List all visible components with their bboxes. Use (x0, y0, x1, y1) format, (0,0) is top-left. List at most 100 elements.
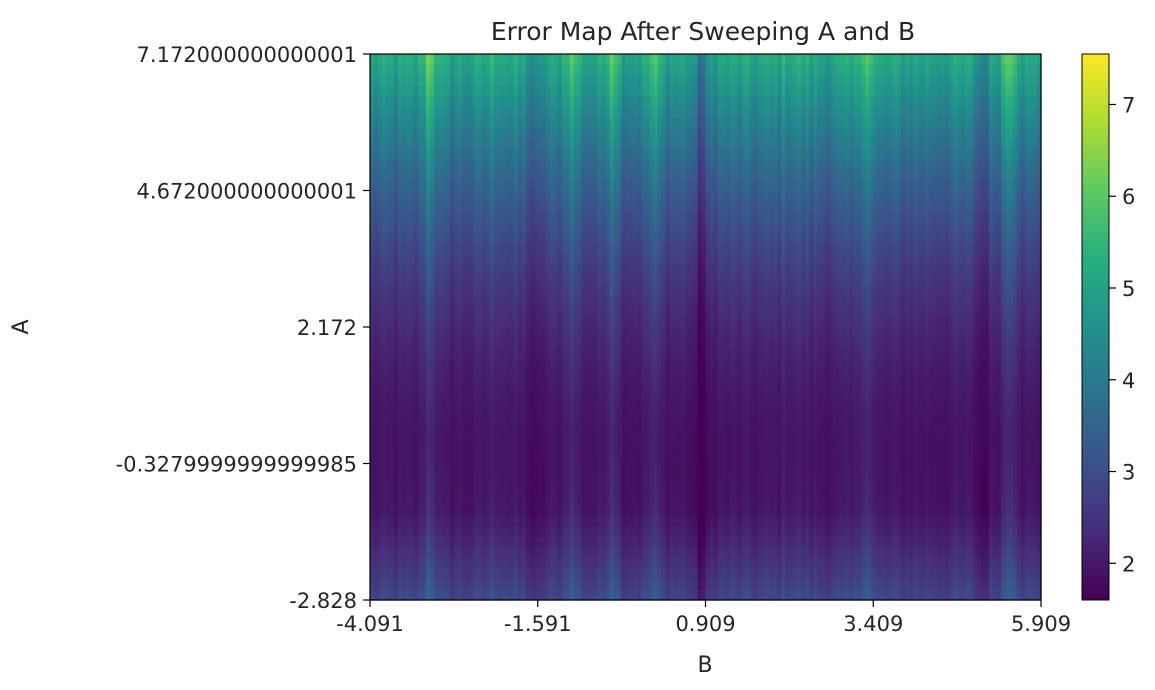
heatmap-cell (489, 117, 495, 129)
heatmap-cell (589, 274, 595, 286)
heatmap-cell (453, 285, 459, 297)
heatmap-cell (1013, 253, 1018, 265)
heatmap-cell (617, 148, 623, 160)
heatmap-cell (901, 117, 906, 129)
heatmap-cell (897, 211, 902, 223)
heatmap-cell (409, 148, 415, 160)
heatmap-cell (505, 327, 511, 339)
heatmap-cell (477, 180, 483, 192)
heatmap-cell (993, 180, 998, 192)
heatmap-cell (973, 54, 978, 66)
heatmap-cell (425, 211, 431, 223)
heatmap-cell (913, 169, 918, 181)
heatmap-cell (809, 264, 814, 276)
heatmap-cell (505, 243, 511, 255)
heatmap-cell (481, 264, 487, 276)
heatmap-cell (405, 54, 411, 66)
heatmap-cell (529, 169, 535, 181)
heatmap-cell (981, 337, 986, 349)
heatmap-cell (873, 274, 878, 286)
heatmap-cell (913, 222, 918, 234)
heatmap-cell (981, 211, 986, 223)
heatmap-cell (397, 211, 403, 223)
heatmap-cell (773, 64, 778, 76)
heatmap-cell (489, 358, 495, 370)
heatmap-cell (973, 169, 978, 181)
heatmap-cell (1017, 348, 1022, 360)
heatmap-cell (405, 274, 411, 286)
heatmap-cell (421, 306, 427, 318)
heatmap-cell (781, 180, 786, 192)
heatmap-cell (513, 306, 519, 318)
heatmap-cell (773, 201, 778, 213)
heatmap-cell (509, 295, 515, 307)
heatmap-cell (925, 264, 930, 276)
heatmap-cell (477, 327, 483, 339)
heatmap-cell (561, 75, 567, 87)
heatmap-cell (557, 54, 563, 66)
heatmap-cell (609, 232, 615, 244)
heatmap-cell (937, 85, 942, 97)
heatmap-cell (841, 285, 846, 297)
heatmap-cell (569, 274, 575, 286)
heatmap-cell (905, 148, 910, 160)
heatmap-cell (565, 222, 571, 234)
heatmap-cell (577, 190, 583, 202)
heatmap-cell (717, 117, 723, 129)
heatmap-cell (605, 64, 611, 76)
heatmap-cell (625, 117, 631, 129)
heatmap-cell (793, 180, 798, 192)
heatmap-cell (761, 232, 767, 244)
heatmap-cell (505, 211, 511, 223)
heatmap-cell (565, 285, 571, 297)
heatmap-cell (993, 117, 998, 129)
heatmap-cell (637, 274, 643, 286)
heatmap-cell (829, 169, 834, 181)
heatmap-cell (965, 274, 970, 286)
heatmap-cell (497, 138, 503, 150)
heatmap-cell (949, 85, 954, 97)
heatmap-cell (769, 106, 774, 118)
heatmap-cell (933, 348, 938, 360)
heatmap-cell (797, 106, 802, 118)
heatmap-cell (837, 327, 842, 339)
heatmap-cell (773, 337, 778, 349)
heatmap-cell (765, 117, 770, 129)
heatmap-cell (965, 327, 970, 339)
heatmap-cell (485, 327, 491, 339)
heatmap-cell (749, 264, 755, 276)
heatmap-cell (857, 232, 862, 244)
heatmap-cell (933, 169, 938, 181)
heatmap-cell (897, 180, 902, 192)
heatmap-cell (977, 169, 982, 181)
heatmap-cell (733, 169, 739, 181)
heatmap-cell (697, 253, 703, 265)
heatmap-cell (821, 54, 826, 66)
heatmap-cell (985, 117, 990, 129)
heatmap-cell (797, 253, 802, 265)
heatmap-cell (517, 201, 523, 213)
heatmap-cell (957, 85, 962, 97)
heatmap-cell (585, 75, 591, 87)
heatmap-cell (937, 180, 942, 192)
heatmap-cell (813, 211, 818, 223)
heatmap-cell (473, 117, 479, 129)
heatmap-cell (685, 232, 691, 244)
heatmap-cell (729, 85, 735, 97)
heatmap-cell (781, 148, 786, 160)
heatmap-cell (813, 243, 818, 255)
heatmap-cell (841, 64, 846, 76)
heatmap-cell (745, 222, 751, 234)
heatmap-cell (941, 148, 946, 160)
heatmap-cell (541, 159, 547, 171)
heatmap-cell (789, 138, 794, 150)
heatmap-cell (685, 211, 691, 223)
heatmap-cell (429, 264, 435, 276)
heatmap-cell (773, 117, 778, 129)
heatmap-cell (961, 54, 966, 66)
heatmap-cell (749, 64, 755, 76)
heatmap-cell (461, 96, 467, 108)
heatmap-cell (641, 285, 647, 297)
heatmap-cell (981, 106, 986, 118)
heatmap-cell (753, 75, 759, 87)
